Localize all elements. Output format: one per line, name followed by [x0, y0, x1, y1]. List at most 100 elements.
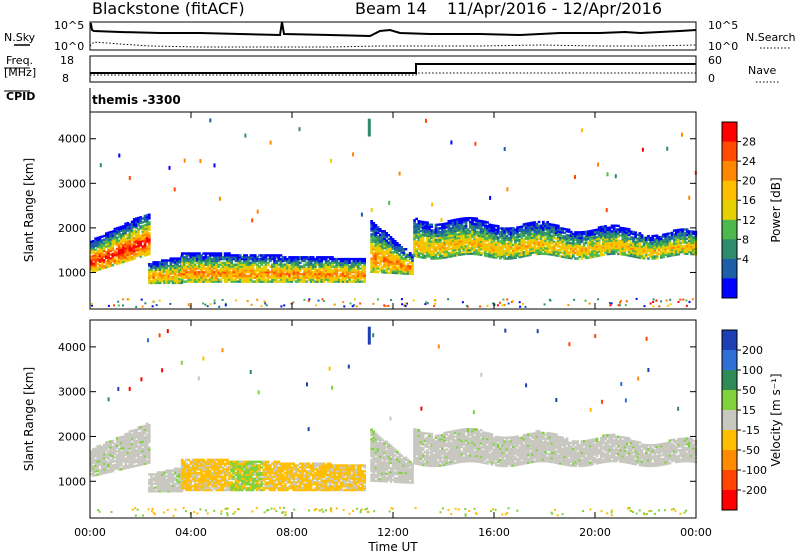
noise-cell: [122, 304, 124, 307]
echo-cell: [640, 234, 644, 237]
echo-cell: [372, 255, 376, 259]
echo-cell: [374, 252, 378, 255]
echo-cell: [169, 264, 173, 268]
echo-cell: [337, 274, 341, 278]
echo-cell: [217, 278, 221, 281]
echo-cell: [398, 270, 401, 273]
echo-cell: [296, 265, 300, 268]
echo-cell: [189, 261, 193, 265]
echo-cell: [165, 264, 168, 268]
echo-cell: [361, 269, 364, 272]
echo-cell: [356, 259, 360, 263]
echo-cell: [426, 238, 429, 241]
echo-cell: [176, 281, 179, 285]
echo-cell: [372, 265, 376, 268]
echo-cell: [165, 276, 168, 279]
echo-cell: [178, 259, 181, 262]
noise-cell: [333, 303, 336, 306]
echo-cell: [363, 276, 366, 279]
echo-cell: [234, 269, 238, 272]
echo-cell: [309, 280, 313, 283]
echo-cell: [152, 261, 156, 264]
echo-cell: [354, 278, 358, 281]
echo-cell: [383, 258, 386, 261]
echo-cell: [171, 272, 175, 275]
echo-cell: [154, 268, 158, 271]
echo-cell: [100, 263, 104, 266]
echo-cell: [419, 229, 423, 233]
echo-cell: [128, 232, 132, 235]
echo-cell: [279, 274, 283, 278]
echo-cell: [264, 269, 268, 272]
echo-cell: [298, 265, 302, 268]
echo-cell: [204, 261, 208, 265]
echo-cell: [286, 269, 289, 272]
echo-cell: [428, 249, 431, 253]
noise-cell: [360, 212, 363, 217]
noise-cell: [183, 158, 186, 163]
echo-cell: [145, 251, 149, 254]
echo-cell: [324, 272, 328, 276]
echo-cell: [120, 259, 123, 262]
echo-cell: [447, 231, 451, 234]
echo-cell: [443, 256, 446, 259]
echo-cell: [132, 236, 136, 240]
echo-cell: [213, 254, 216, 257]
echo-cell: [436, 247, 440, 251]
echo-cell: [210, 257, 214, 261]
echo-cell: [223, 256, 227, 259]
echo-cell: [385, 232, 388, 235]
echo-cell: [262, 265, 266, 268]
echo-cell: [141, 232, 145, 235]
echo-cell: [393, 264, 397, 267]
echo-cell: [408, 257, 412, 260]
echo-cell: [128, 258, 132, 262]
echo-cell: [385, 256, 388, 259]
echo-cell: [320, 271, 324, 274]
echo-cell: [402, 257, 406, 260]
echo-cell: [419, 248, 423, 251]
echo-cell: [230, 278, 233, 281]
echo-cell: [120, 252, 123, 255]
power-colorbar-swatch: [722, 258, 737, 279]
echo-cell: [132, 238, 136, 242]
echo-cell: [92, 251, 95, 254]
echo-cell: [132, 246, 136, 249]
echo-cell: [279, 280, 283, 283]
echo-cell: [243, 267, 246, 270]
echo-cell: [217, 272, 221, 276]
echo-cell: [383, 233, 386, 237]
echo-cell: [430, 234, 434, 238]
echo-cell: [374, 231, 378, 234]
echo-cell: [381, 243, 384, 246]
echo-cell: [247, 256, 251, 259]
echo-cell: [381, 256, 384, 259]
echo-cell: [210, 265, 214, 268]
echo-cell: [100, 250, 104, 253]
echo-cell: [107, 255, 110, 259]
noise-cell: [641, 147, 644, 152]
echo-cell: [292, 269, 296, 272]
echo-cell: [372, 252, 376, 255]
echo-cell: [307, 261, 311, 265]
echo-cell: [105, 232, 108, 235]
echo-cell: [183, 257, 186, 261]
echo-cell: [404, 259, 408, 262]
echo-cell: [147, 224, 151, 228]
echo-cell: [296, 271, 300, 274]
echo-cell: [221, 265, 225, 268]
echo-cell: [185, 271, 188, 274]
echo-cell: [258, 254, 261, 257]
echo-cell: [161, 264, 164, 268]
echo-cell: [132, 231, 136, 234]
echo-cell: [120, 246, 123, 249]
echo-cell: [385, 250, 388, 254]
echo-cell: [193, 271, 197, 274]
noise-cell: [218, 305, 221, 308]
echo-cell: [173, 281, 177, 285]
echo-cell: [223, 269, 227, 272]
echo-cell: [273, 254, 276, 257]
cpid-value: themis -3300: [92, 93, 181, 107]
echo-cell: [128, 243, 132, 247]
echo-cell: [232, 271, 236, 274]
